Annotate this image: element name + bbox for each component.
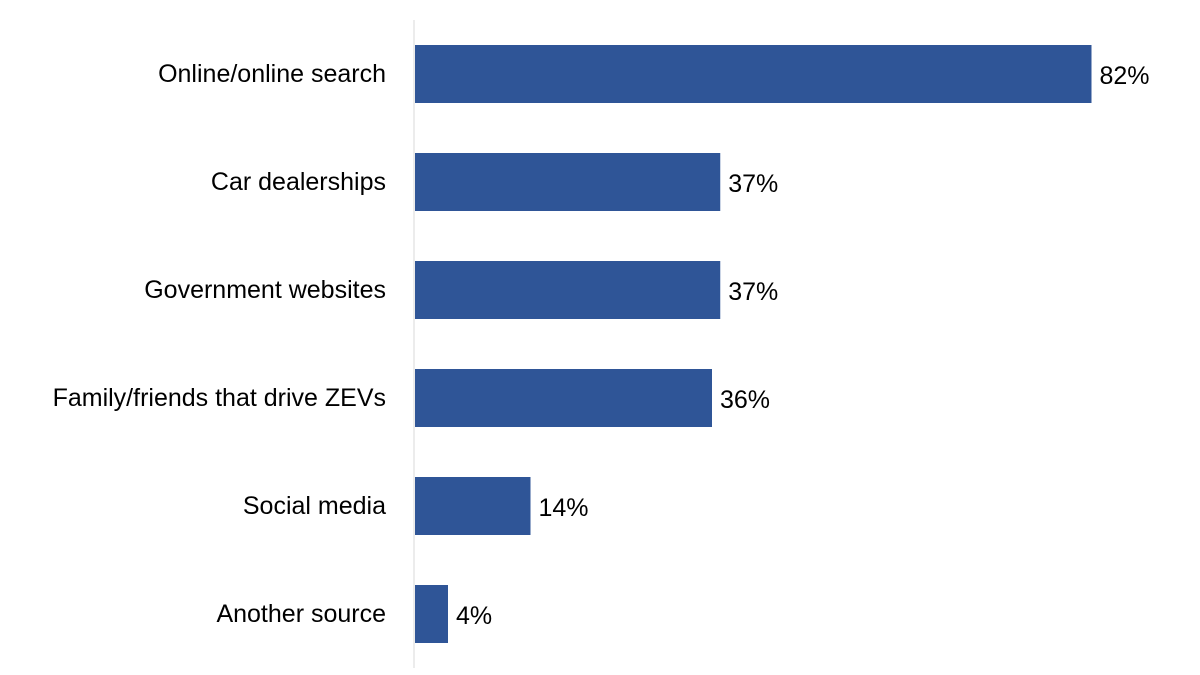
category-labels-group: Online/online search Car dealerships Gover… (53, 60, 387, 628)
data-label-5: 4% (456, 602, 492, 630)
bar-5 (415, 585, 448, 643)
bar-3 (415, 369, 712, 427)
bar-0 (415, 45, 1092, 103)
data-label-2: 37% (728, 278, 778, 306)
category-label-1: Car dealerships (211, 168, 386, 196)
data-label-1: 37% (728, 170, 778, 198)
bars-group (415, 45, 1092, 643)
data-labels-group: 82% 37% 37% 36% 14% 4% (456, 62, 1150, 630)
bar-4 (415, 477, 531, 535)
bar-2 (415, 261, 721, 319)
category-label-3: Family/friends that drive ZEVs (53, 384, 386, 412)
category-label-4: Social media (243, 492, 386, 520)
bar-1 (415, 153, 721, 211)
data-label-0: 82% (1100, 62, 1150, 90)
data-label-4: 14% (539, 494, 589, 522)
data-label-3: 36% (720, 386, 770, 414)
category-label-0: Online/online search (158, 60, 386, 88)
category-label-2: Government websites (144, 276, 386, 304)
category-label-5: Another source (216, 600, 386, 628)
